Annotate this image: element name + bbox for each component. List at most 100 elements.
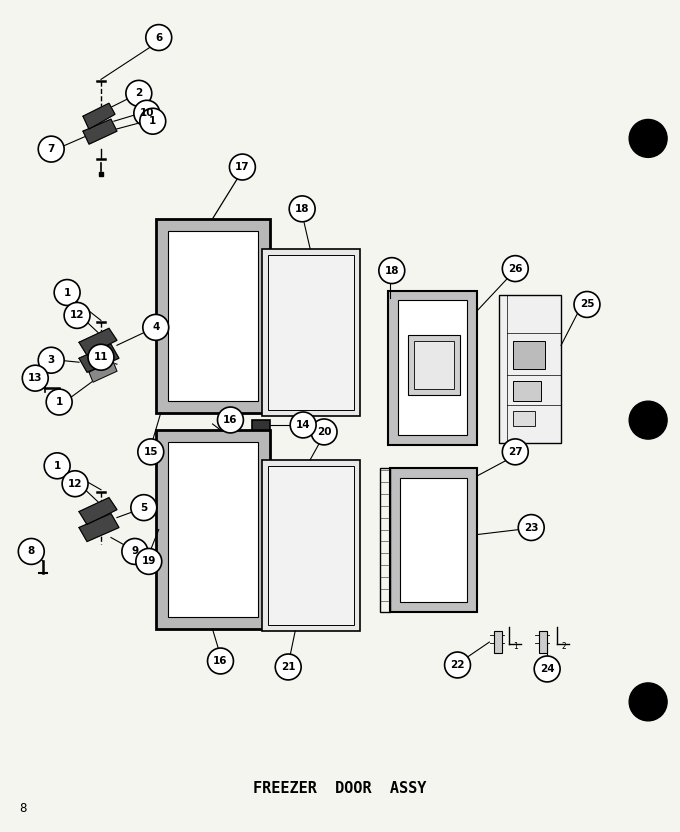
- Bar: [388, 290, 477, 445]
- Circle shape: [218, 407, 243, 433]
- Bar: [168, 230, 258, 401]
- Text: 9: 9: [131, 547, 139, 557]
- Circle shape: [54, 280, 80, 305]
- Circle shape: [134, 101, 160, 126]
- Circle shape: [311, 419, 337, 445]
- Circle shape: [88, 344, 114, 370]
- Circle shape: [503, 439, 528, 465]
- Text: 1: 1: [54, 461, 61, 471]
- Bar: [413, 341, 454, 389]
- Text: 16: 16: [214, 656, 228, 666]
- Bar: [252, 420, 270, 430]
- Text: 2: 2: [561, 642, 566, 651]
- Circle shape: [207, 648, 233, 674]
- Bar: [513, 411, 535, 426]
- Bar: [398, 300, 467, 435]
- Polygon shape: [79, 344, 119, 372]
- Circle shape: [18, 538, 44, 564]
- Text: 1: 1: [149, 116, 156, 126]
- Text: 12: 12: [70, 310, 84, 320]
- Circle shape: [289, 196, 315, 222]
- Text: 7: 7: [48, 144, 55, 154]
- Polygon shape: [83, 119, 117, 144]
- Text: 22: 22: [450, 660, 464, 670]
- Polygon shape: [79, 329, 117, 355]
- Bar: [408, 335, 460, 395]
- Circle shape: [629, 683, 667, 721]
- Circle shape: [229, 154, 256, 180]
- Text: 27: 27: [508, 447, 523, 457]
- Bar: [269, 466, 354, 625]
- Text: 23: 23: [524, 522, 539, 532]
- Polygon shape: [89, 361, 117, 382]
- Text: 18: 18: [384, 265, 399, 275]
- Bar: [494, 631, 503, 653]
- Bar: [400, 478, 467, 602]
- Text: 3: 3: [48, 355, 55, 365]
- Bar: [390, 468, 477, 612]
- Bar: [156, 219, 270, 413]
- Circle shape: [503, 255, 528, 281]
- Text: 8: 8: [28, 547, 35, 557]
- Circle shape: [126, 81, 152, 106]
- Text: 4: 4: [152, 322, 159, 332]
- Circle shape: [44, 453, 70, 478]
- Text: 10: 10: [139, 108, 154, 118]
- Circle shape: [275, 654, 301, 680]
- Circle shape: [131, 495, 157, 521]
- Text: 6: 6: [155, 32, 163, 42]
- Text: 14: 14: [296, 420, 311, 430]
- Text: 8: 8: [20, 802, 27, 815]
- Text: 17: 17: [235, 162, 250, 172]
- Circle shape: [445, 652, 471, 678]
- Circle shape: [64, 303, 90, 329]
- Circle shape: [518, 515, 544, 541]
- Circle shape: [22, 365, 48, 391]
- Text: FREEZER  DOOR  ASSY: FREEZER DOOR ASSY: [254, 781, 426, 796]
- Circle shape: [290, 412, 316, 438]
- Circle shape: [629, 401, 667, 439]
- Circle shape: [46, 389, 72, 415]
- Text: 21: 21: [281, 662, 296, 672]
- Text: 5: 5: [140, 503, 148, 513]
- Polygon shape: [79, 498, 117, 524]
- Text: 18: 18: [295, 204, 309, 214]
- Bar: [168, 442, 258, 617]
- Text: 12: 12: [68, 478, 82, 488]
- Circle shape: [62, 471, 88, 497]
- Bar: [269, 255, 354, 410]
- Circle shape: [122, 538, 148, 564]
- Circle shape: [379, 258, 405, 284]
- Circle shape: [140, 108, 166, 134]
- Circle shape: [146, 25, 171, 51]
- Circle shape: [629, 120, 667, 157]
- Circle shape: [143, 314, 169, 340]
- Text: 1: 1: [513, 642, 518, 651]
- Bar: [513, 341, 545, 369]
- Bar: [539, 631, 547, 653]
- Circle shape: [534, 656, 560, 682]
- Text: 1: 1: [56, 397, 63, 407]
- Circle shape: [574, 291, 600, 317]
- Polygon shape: [79, 513, 119, 542]
- Bar: [380, 468, 390, 612]
- Text: 2: 2: [135, 88, 142, 98]
- Bar: [156, 430, 270, 629]
- Text: 16: 16: [223, 415, 238, 425]
- Bar: [513, 381, 541, 401]
- Circle shape: [138, 439, 164, 465]
- Bar: [262, 460, 360, 631]
- Bar: [499, 295, 561, 443]
- Text: 19: 19: [141, 557, 156, 567]
- Circle shape: [38, 347, 64, 374]
- Text: 13: 13: [28, 374, 42, 384]
- Bar: [262, 249, 360, 416]
- Text: 26: 26: [508, 264, 522, 274]
- Circle shape: [136, 548, 162, 574]
- Text: 24: 24: [540, 664, 554, 674]
- Text: 1: 1: [63, 288, 71, 298]
- Text: 20: 20: [317, 427, 331, 437]
- Polygon shape: [83, 103, 115, 129]
- Text: 25: 25: [580, 300, 594, 310]
- Text: 11: 11: [94, 352, 108, 362]
